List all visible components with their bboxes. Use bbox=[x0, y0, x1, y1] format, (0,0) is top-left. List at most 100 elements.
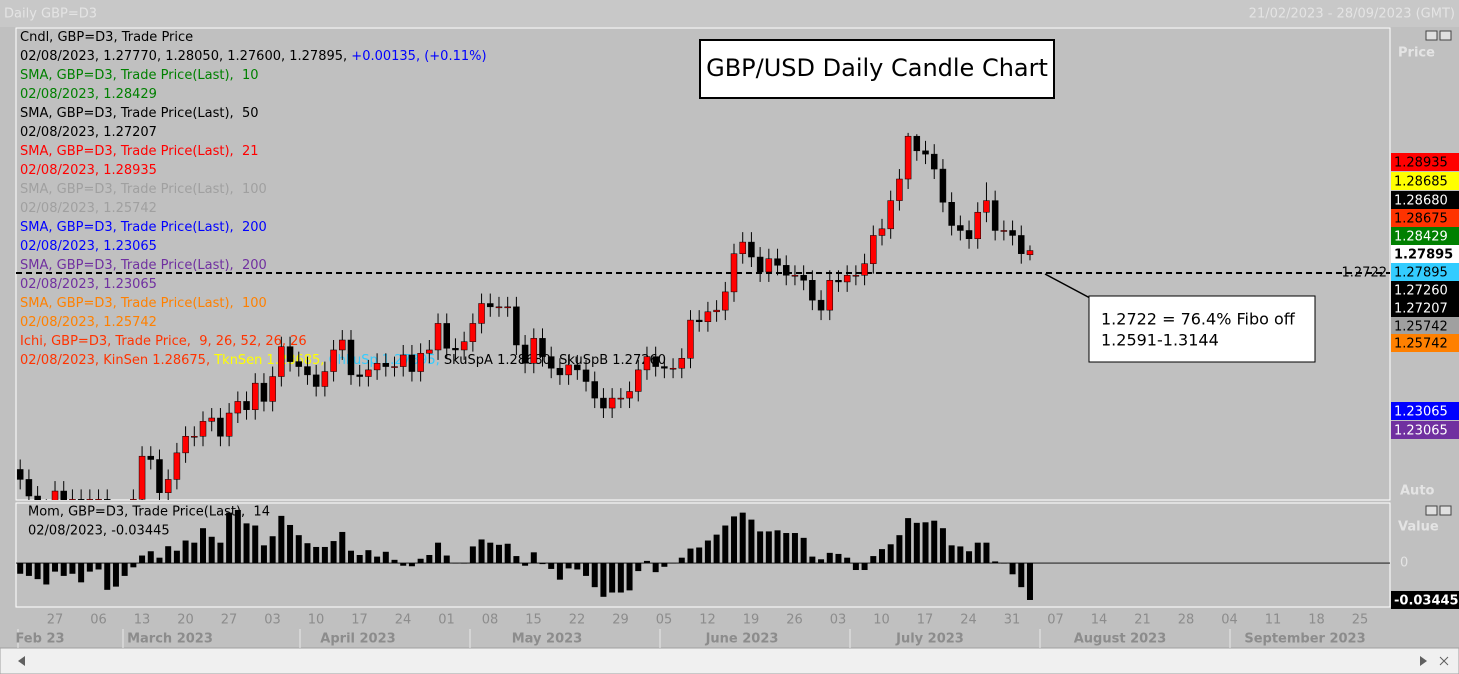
candle-body bbox=[669, 367, 677, 370]
legend-text: 02/08/2023, 1.28935 bbox=[20, 163, 157, 178]
momentum-bar bbox=[400, 563, 407, 566]
scroll-end[interactable] bbox=[1439, 656, 1449, 666]
price-label: 1.28680 bbox=[1394, 194, 1448, 209]
close-button[interactable] bbox=[1439, 30, 1452, 41]
momentum-bar bbox=[565, 563, 572, 569]
candle-body bbox=[365, 369, 372, 377]
candle-body bbox=[870, 235, 877, 264]
scroll-right[interactable] bbox=[1420, 656, 1427, 666]
price-label: 1.27895 bbox=[1394, 248, 1453, 263]
momentum-bar bbox=[591, 563, 598, 588]
momentum-bar bbox=[487, 542, 494, 564]
momentum-bar bbox=[478, 539, 485, 564]
momentum-bar bbox=[583, 563, 590, 576]
candle-body bbox=[16, 469, 24, 480]
price-label-box bbox=[1391, 402, 1459, 420]
scrollbar[interactable] bbox=[0, 647, 1459, 674]
candle-body bbox=[582, 369, 590, 382]
month-label: May 2023 bbox=[512, 632, 583, 647]
candle-body bbox=[251, 382, 259, 410]
candle-body bbox=[173, 452, 181, 480]
candle-body bbox=[60, 490, 67, 500]
annotation-line: 1.2591-1.3144 bbox=[1101, 331, 1219, 350]
price-label: 1.25742 bbox=[1394, 337, 1448, 352]
candle-body bbox=[730, 253, 738, 293]
x-tick-label: 12 bbox=[699, 613, 716, 628]
price-label-box bbox=[1391, 263, 1459, 281]
candle-body bbox=[782, 265, 790, 276]
price-caption: Price bbox=[1398, 46, 1435, 61]
price-label: 1.23065 bbox=[1394, 405, 1448, 420]
momentum-tick-label: 0 bbox=[1400, 556, 1408, 571]
candle-body bbox=[1009, 230, 1016, 236]
close-button[interactable] bbox=[1439, 505, 1452, 516]
momentum-bar bbox=[417, 558, 424, 564]
legend-entry: 02/08/2023, 1.27207 bbox=[20, 125, 157, 140]
price-label-box bbox=[1391, 227, 1459, 245]
legend-text: SkuSpA 1.28680, SkuSpB 1.27260 bbox=[444, 353, 666, 368]
fibo-level-label: 1.2722 bbox=[1342, 265, 1388, 280]
scroll-left[interactable] bbox=[18, 656, 25, 666]
legend-entry: 02/08/2023, 1.27770, 1.28050, 1.27600, 1… bbox=[20, 49, 487, 64]
momentum-bar bbox=[200, 528, 207, 564]
legend-text: SMA, GBP=D3, Trade Price(Last), 100 bbox=[20, 182, 267, 197]
legend-text: 02/08/2023, 1.25742 bbox=[20, 315, 157, 330]
momentum-bar bbox=[260, 545, 267, 564]
momentum-bar bbox=[330, 541, 337, 564]
candle-body bbox=[878, 228, 886, 236]
candle-body bbox=[104, 499, 111, 500]
candle-body bbox=[983, 200, 990, 213]
price-label-box bbox=[1391, 172, 1459, 190]
legend-text: SMA, GBP=D3, Trade Price(Last), 200 bbox=[20, 258, 267, 273]
candle-body bbox=[147, 455, 155, 460]
momentum-bar bbox=[922, 522, 929, 564]
month-label: September 2023 bbox=[1244, 632, 1365, 647]
price-label-box bbox=[1391, 299, 1459, 317]
momentum-bar bbox=[861, 563, 868, 571]
candle-body bbox=[278, 346, 285, 377]
price-label: 1.27207 bbox=[1394, 302, 1448, 317]
candle-body bbox=[626, 391, 633, 399]
momentum-bar bbox=[86, 563, 93, 572]
price-label-box bbox=[1391, 281, 1459, 299]
candle-body bbox=[286, 346, 294, 362]
momentum-bar bbox=[713, 534, 720, 564]
x-tick-label: 10 bbox=[308, 613, 325, 628]
momentum-bar bbox=[112, 563, 119, 587]
legend-entry: 02/08/2023, 1.28429 bbox=[20, 87, 157, 102]
momentum-bar bbox=[739, 512, 746, 564]
momentum-bar bbox=[78, 563, 85, 583]
momentum-bar bbox=[548, 563, 555, 569]
candle-body bbox=[991, 200, 999, 231]
panel-buttons bbox=[1425, 30, 1452, 516]
candle-body bbox=[513, 306, 520, 346]
x-tick-label: 21 bbox=[1134, 613, 1151, 628]
momentum-bar bbox=[435, 542, 442, 564]
header-bar bbox=[0, 0, 1459, 27]
momentum-bar bbox=[304, 543, 311, 564]
price-label: 1.27895 bbox=[1394, 266, 1448, 281]
candle-body bbox=[556, 367, 564, 376]
x-tick-label: 27 bbox=[47, 613, 64, 628]
candle-body bbox=[678, 358, 686, 369]
momentum-bar bbox=[748, 519, 755, 564]
momentum-bar bbox=[356, 555, 363, 564]
candle-body bbox=[591, 381, 598, 399]
legend-entry: SMA, GBP=D3, Trade Price(Last), 21 bbox=[20, 144, 259, 159]
legend-text: 02/08/2023, 1.23065 bbox=[20, 239, 157, 254]
candle-body bbox=[756, 256, 764, 273]
x-tick-label: 06 bbox=[90, 613, 107, 628]
momentum-bar bbox=[147, 551, 154, 564]
x-tick-label: 17 bbox=[917, 613, 934, 628]
momentum-bar bbox=[1026, 563, 1033, 600]
momentum-bar bbox=[574, 563, 581, 570]
momentum-bar bbox=[696, 547, 703, 564]
legend-entry: 02/08/2023, 1.28935 bbox=[20, 163, 157, 178]
minimize-button[interactable] bbox=[1425, 505, 1438, 516]
candle-body bbox=[574, 364, 581, 371]
minimize-button[interactable] bbox=[1425, 30, 1438, 41]
legend-entry: 02/08/2023, 1.23065 bbox=[20, 277, 157, 292]
legend-text: 02/08/2023, 1.27207 bbox=[20, 125, 157, 140]
momentum-bar bbox=[382, 551, 389, 564]
candle-body bbox=[547, 356, 555, 369]
